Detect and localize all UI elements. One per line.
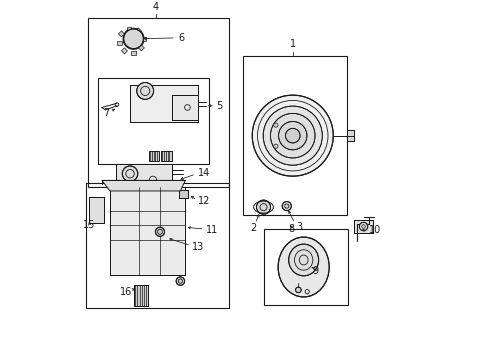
Circle shape [270, 113, 314, 158]
Bar [117, 41, 122, 45]
Bar [353, 220, 373, 233]
Ellipse shape [278, 237, 328, 297]
Text: 14: 14 [198, 168, 210, 178]
Bar [179, 190, 188, 198]
Text: 4: 4 [152, 2, 159, 12]
Bar [346, 130, 353, 141]
Text: 6: 6 [144, 33, 184, 43]
Text: 13: 13 [192, 242, 204, 252]
Bar [133, 285, 147, 306]
Circle shape [285, 129, 300, 143]
Bar [110, 187, 184, 275]
Bar [138, 45, 144, 51]
Bar [346, 130, 353, 141]
Bar [87, 18, 228, 187]
Polygon shape [102, 180, 185, 191]
Text: 8: 8 [288, 224, 294, 234]
Bar [130, 85, 198, 122]
Bar [148, 152, 159, 161]
Bar [116, 164, 172, 183]
Bar [135, 28, 141, 34]
Circle shape [252, 95, 333, 176]
Bar [89, 197, 104, 222]
Bar [353, 220, 373, 233]
Bar [242, 57, 346, 215]
Circle shape [155, 227, 164, 237]
Bar [127, 27, 131, 31]
Bar [116, 164, 172, 183]
Bar [98, 77, 209, 164]
Bar [89, 197, 104, 222]
Circle shape [122, 166, 138, 181]
Circle shape [263, 106, 322, 165]
Bar [269, 120, 285, 152]
Text: 12: 12 [198, 196, 210, 206]
Bar [130, 85, 198, 122]
Bar [86, 183, 228, 308]
Bar [161, 152, 171, 161]
Circle shape [359, 222, 367, 231]
Circle shape [273, 123, 277, 127]
Text: 11: 11 [205, 225, 218, 235]
Bar [172, 95, 198, 120]
Ellipse shape [288, 244, 318, 276]
Circle shape [137, 82, 153, 99]
Text: 7: 7 [103, 108, 109, 118]
Circle shape [295, 287, 301, 293]
Text: 9: 9 [312, 266, 318, 276]
Circle shape [176, 277, 184, 285]
Text: 16: 16 [120, 287, 132, 297]
Bar [269, 120, 285, 152]
Bar [172, 95, 198, 120]
Text: 5: 5 [216, 102, 222, 111]
Bar [141, 37, 145, 41]
Text: 1: 1 [289, 39, 296, 49]
Text: 2: 2 [250, 222, 256, 233]
Circle shape [256, 200, 270, 214]
Circle shape [282, 202, 291, 211]
Text: 15: 15 [83, 220, 96, 230]
Text: 3: 3 [296, 222, 302, 232]
Bar [179, 190, 188, 198]
Bar [118, 31, 124, 37]
Bar [133, 285, 147, 306]
Text: 10: 10 [368, 225, 380, 235]
Bar [110, 187, 184, 275]
Bar [121, 48, 127, 54]
Circle shape [123, 29, 143, 49]
Circle shape [273, 144, 277, 148]
Circle shape [278, 121, 306, 150]
Bar [131, 51, 135, 55]
Bar [264, 229, 347, 305]
